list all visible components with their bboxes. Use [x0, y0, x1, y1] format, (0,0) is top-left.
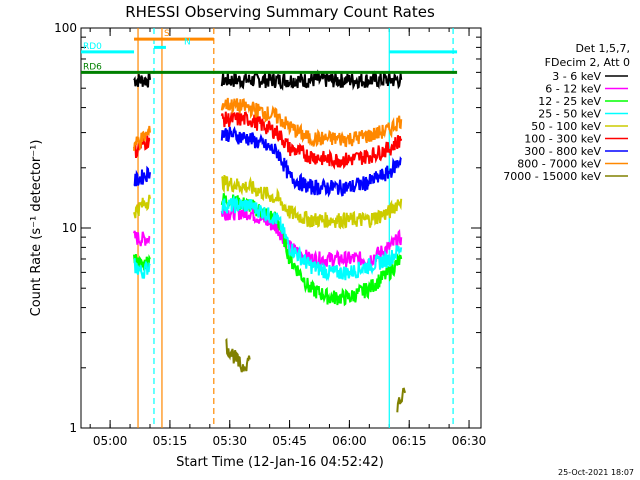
- timestamp: 25-Oct-2021 18:07: [558, 468, 634, 477]
- state-bar-label-0: S: [164, 29, 170, 39]
- x-tick-label-4: 06:00: [332, 434, 367, 448]
- state-bar-label-3: RD6: [83, 62, 102, 72]
- x-tick-label-6: 06:30: [452, 434, 487, 448]
- x-tick-label-5: 06:15: [392, 434, 427, 448]
- legend-entry-5: 100 - 300 keV: [524, 133, 601, 146]
- x-tick-label-3: 05:45: [272, 434, 307, 448]
- legend-entry-0: 3 - 6 keV: [552, 70, 601, 83]
- series-line-6-1: [220, 125, 403, 198]
- series-line-7-1: [220, 97, 403, 148]
- chart-title: RHESSI Observing Summary Count Rates: [125, 3, 435, 21]
- legend-entry-1: 6 - 12 keV: [545, 83, 601, 96]
- axes-layer: 05:00 05:15 05:30 05:45 06:00 06:15 06:30 1 10 10…: [54, 21, 486, 448]
- legend-entry-2: 12 - 25 keV: [538, 95, 601, 108]
- y-tick-label-0: 1: [69, 421, 77, 435]
- series-line-3-1: [221, 194, 403, 282]
- series-line-0-0: [133, 71, 151, 88]
- legend-entry-8: 7000 - 15000 keV: [503, 170, 601, 183]
- series-line-3-0: [133, 258, 151, 279]
- series-line-6-0: [133, 165, 151, 187]
- y-tick-label-1: 10: [62, 221, 77, 235]
- legend-entry-6: 300 - 800 keV: [524, 145, 601, 158]
- data-layer: [133, 28, 454, 428]
- series-line-1-0: [133, 230, 151, 247]
- series-line-4-0: [133, 194, 151, 219]
- series-line-8-0: [225, 337, 251, 373]
- legend-header-1: Det 1,5,7,: [575, 42, 630, 55]
- series-line-0-1: [220, 69, 403, 91]
- legend-header-2: FDecim 2, Att 0: [545, 56, 630, 69]
- y-tick-label-2: 100: [54, 21, 77, 35]
- x-tick-label-2: 05:30: [212, 434, 247, 448]
- state-bar-label-2: RD0: [83, 42, 102, 52]
- series-line-2-1: [220, 193, 403, 307]
- series-line-5-1: [220, 111, 403, 170]
- x-axis-label: Start Time (12-Jan-16 04:52:42): [176, 455, 384, 470]
- legend-entry-3: 25 - 50 keV: [538, 108, 601, 121]
- series-line-7-0: [133, 125, 151, 152]
- series-line-4-1: [220, 175, 403, 230]
- legend-entry-7: 800 - 7000 keV: [517, 158, 601, 171]
- y-axis-label: Count Rate (s⁻¹ detector⁻¹): [29, 140, 44, 317]
- x-tick-label-1: 05:15: [153, 434, 188, 448]
- series-line-8-1: [396, 387, 407, 413]
- state-bar-label-1: N: [184, 37, 191, 47]
- legend-entry-4: 50 - 100 keV: [531, 120, 601, 133]
- state-bar-layer: S N RD0 RD6: [81, 29, 458, 74]
- x-tick-label-0: 05:00: [93, 434, 128, 448]
